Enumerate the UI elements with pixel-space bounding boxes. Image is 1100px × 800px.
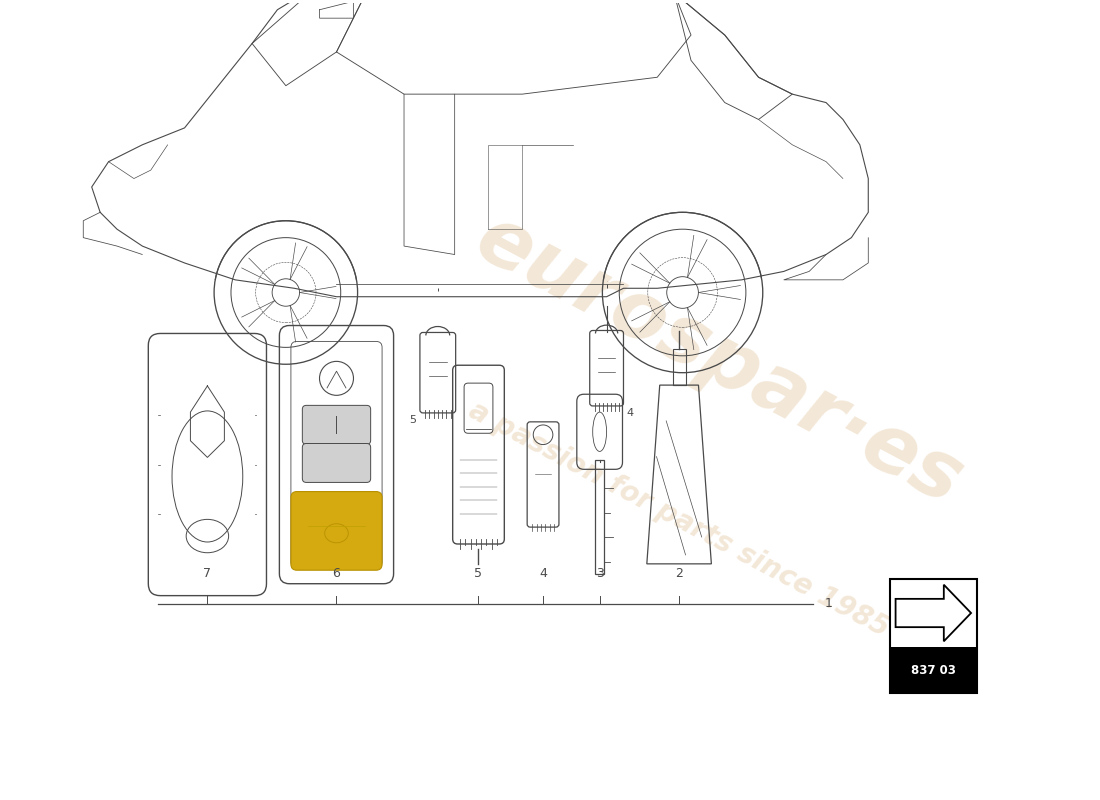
FancyBboxPatch shape [302, 443, 371, 482]
Text: 3: 3 [596, 567, 604, 580]
Text: 5: 5 [409, 415, 417, 425]
Text: 7: 7 [204, 567, 211, 580]
Text: 4: 4 [627, 408, 634, 418]
Bar [890, 647, 977, 693]
Text: 4: 4 [539, 567, 547, 580]
Bar [890, 578, 977, 693]
Text: 837 03: 837 03 [911, 664, 956, 677]
Text: 5: 5 [474, 567, 483, 580]
FancyBboxPatch shape [290, 491, 382, 570]
Bar [595, 460, 604, 574]
FancyBboxPatch shape [302, 406, 371, 444]
Text: eurospar·es: eurospar·es [462, 199, 976, 522]
Text: 2: 2 [675, 567, 683, 580]
Text: 6: 6 [332, 567, 340, 580]
Bar [672, 350, 685, 385]
Text: 1: 1 [825, 597, 833, 610]
Text: a passion for parts since 1985: a passion for parts since 1985 [464, 396, 894, 642]
